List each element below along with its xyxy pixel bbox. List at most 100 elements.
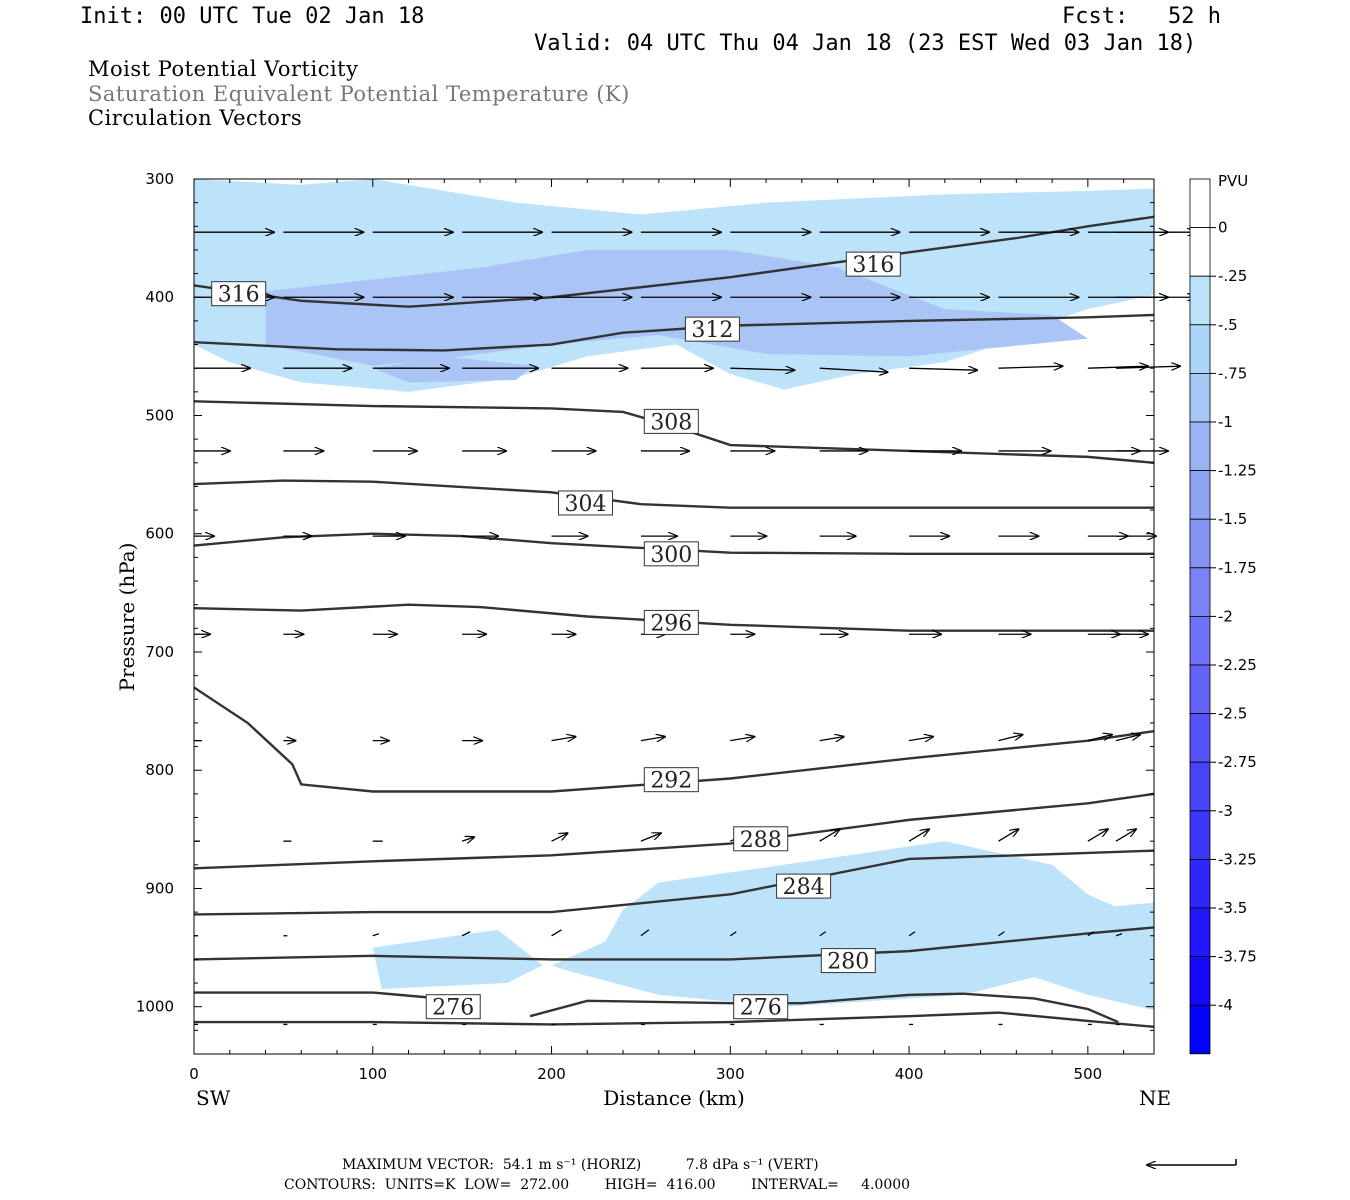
colorbar-unit: PVU <box>1218 172 1248 190</box>
x-end-label-right: NE <box>1139 1086 1171 1110</box>
colorbar-swatch <box>1189 275 1211 326</box>
circulation-vector <box>908 737 933 741</box>
thetaes-contour-8 <box>194 792 1154 870</box>
contour-info: CONTOURS: UNITS=K LOW= 272.00 HIGH= 416.… <box>284 1177 911 1193</box>
contour-label: 300 <box>650 543 692 568</box>
contour-label-box <box>643 609 699 635</box>
contour-label: 292 <box>650 769 692 794</box>
contour-label-box <box>845 251 901 277</box>
circulation-vector <box>1087 931 1095 937</box>
contour-label-box <box>211 281 267 307</box>
colorbar-label: -.25 <box>1218 267 1247 285</box>
colorbar-swatch <box>1189 810 1211 860</box>
colorbar-swatch <box>1189 859 1211 909</box>
x-tick-label: 500 <box>1074 1065 1103 1083</box>
circulation-vector <box>461 837 474 841</box>
contour-label: 316 <box>218 283 260 308</box>
colorbar-swatch <box>1189 956 1211 1006</box>
colorbar-label: -4 <box>1218 996 1233 1014</box>
circulation-vector <box>729 931 737 937</box>
contour-label: 284 <box>783 875 825 900</box>
circulation-vector <box>819 931 827 937</box>
colorbar-swatch <box>1189 664 1211 714</box>
colorbar-label: -2.75 <box>1218 753 1257 771</box>
colorbar-swatch <box>1189 518 1211 569</box>
circulation-vector <box>551 929 562 937</box>
circulation-vector <box>819 367 888 372</box>
contour-label-box <box>643 541 699 567</box>
x-tick-label: 400 <box>895 1065 924 1083</box>
circulation-vector <box>998 829 1018 842</box>
circulation-vector <box>1115 366 1180 368</box>
y-tick-label: 400 <box>145 288 174 306</box>
pv-region-1 <box>265 249 1088 366</box>
thetaes-contour-10 <box>194 926 1154 961</box>
pv-region-2 <box>372 356 534 383</box>
colorbar-swatch <box>1189 470 1211 520</box>
circulation-vector <box>998 931 1005 937</box>
y-tick-label: 600 <box>145 525 174 543</box>
colorbar-label: -3 <box>1218 802 1233 820</box>
colorbar-swatch <box>1189 178 1211 228</box>
contour-label: 288 <box>740 828 782 853</box>
colorbar-swatch <box>1189 713 1211 763</box>
circulation-vector <box>819 737 844 741</box>
circulation-vector <box>1087 735 1112 742</box>
circulation-vector <box>908 931 916 937</box>
colorbar-label: -1.75 <box>1218 559 1257 577</box>
circulation-vector <box>998 735 1022 742</box>
colorbar-swatch <box>1189 616 1211 666</box>
circulation-vector <box>551 737 576 741</box>
colorbar-label: -3.5 <box>1218 899 1247 917</box>
colorbar-swatch <box>1189 372 1211 423</box>
circulation-vector <box>1115 933 1123 937</box>
colorbar-swatch <box>1189 324 1211 374</box>
colorbar-label: -3.75 <box>1218 948 1257 966</box>
colorbar-swatch <box>1189 761 1211 812</box>
x-axis-label: Distance (km) <box>603 1086 745 1110</box>
colorbar-swatch <box>1189 227 1211 277</box>
field-title-vectors: Circulation Vectors <box>88 106 303 130</box>
thetaes-contour-11 <box>194 991 427 999</box>
circulation-vector <box>1087 829 1108 842</box>
circulation-vector <box>730 368 794 370</box>
y-axis-label: Pressure (hPa) <box>115 543 139 692</box>
y-tick-label: 900 <box>145 879 174 897</box>
circulation-vector <box>372 933 379 937</box>
circulation-vector <box>640 833 661 842</box>
contour-label: 316 <box>852 253 894 278</box>
colorbar-swatch <box>1189 567 1211 617</box>
circulation-vector <box>909 368 977 370</box>
thetaes-contour-12 <box>529 992 1119 1024</box>
thetaes-contour-7 <box>194 686 1154 793</box>
y-tick-label: 1000 <box>136 998 174 1016</box>
circulation-vector <box>1115 735 1140 742</box>
plot-frame <box>193 178 1155 1055</box>
colorbar-label: -2.5 <box>1218 705 1247 723</box>
contour-label-box <box>558 490 614 516</box>
circulation-vector <box>640 737 665 741</box>
colorbar-swatch <box>1189 421 1211 471</box>
circulation-vector <box>819 829 840 842</box>
x-end-label-left: SW <box>196 1086 231 1110</box>
y-tick-label: 500 <box>145 406 174 424</box>
circulation-vector <box>998 366 1062 368</box>
colorbar-swatch <box>1189 907 1211 957</box>
colorbar-swatch <box>1189 1004 1211 1055</box>
circulation-vector <box>1087 366 1148 368</box>
contour-label: 276 <box>432 996 474 1021</box>
circulation-vector <box>908 829 929 842</box>
colorbar-label: -2.25 <box>1218 656 1257 674</box>
circulation-vector <box>640 929 650 937</box>
contour-label-box <box>820 948 876 974</box>
init-time: Init: 00 UTC Tue 02 Jan 18 <box>80 4 425 29</box>
circulation-vector <box>551 833 568 842</box>
contour-label: 296 <box>650 611 692 636</box>
contour-label: 280 <box>827 950 869 975</box>
contour-label: 308 <box>650 410 692 435</box>
x-tick-label: 100 <box>358 1065 387 1083</box>
contour-label-box <box>425 994 481 1020</box>
contour-label: 312 <box>691 318 733 343</box>
contour-label-box <box>776 873 832 899</box>
colorbar-label: -3.25 <box>1218 850 1257 868</box>
